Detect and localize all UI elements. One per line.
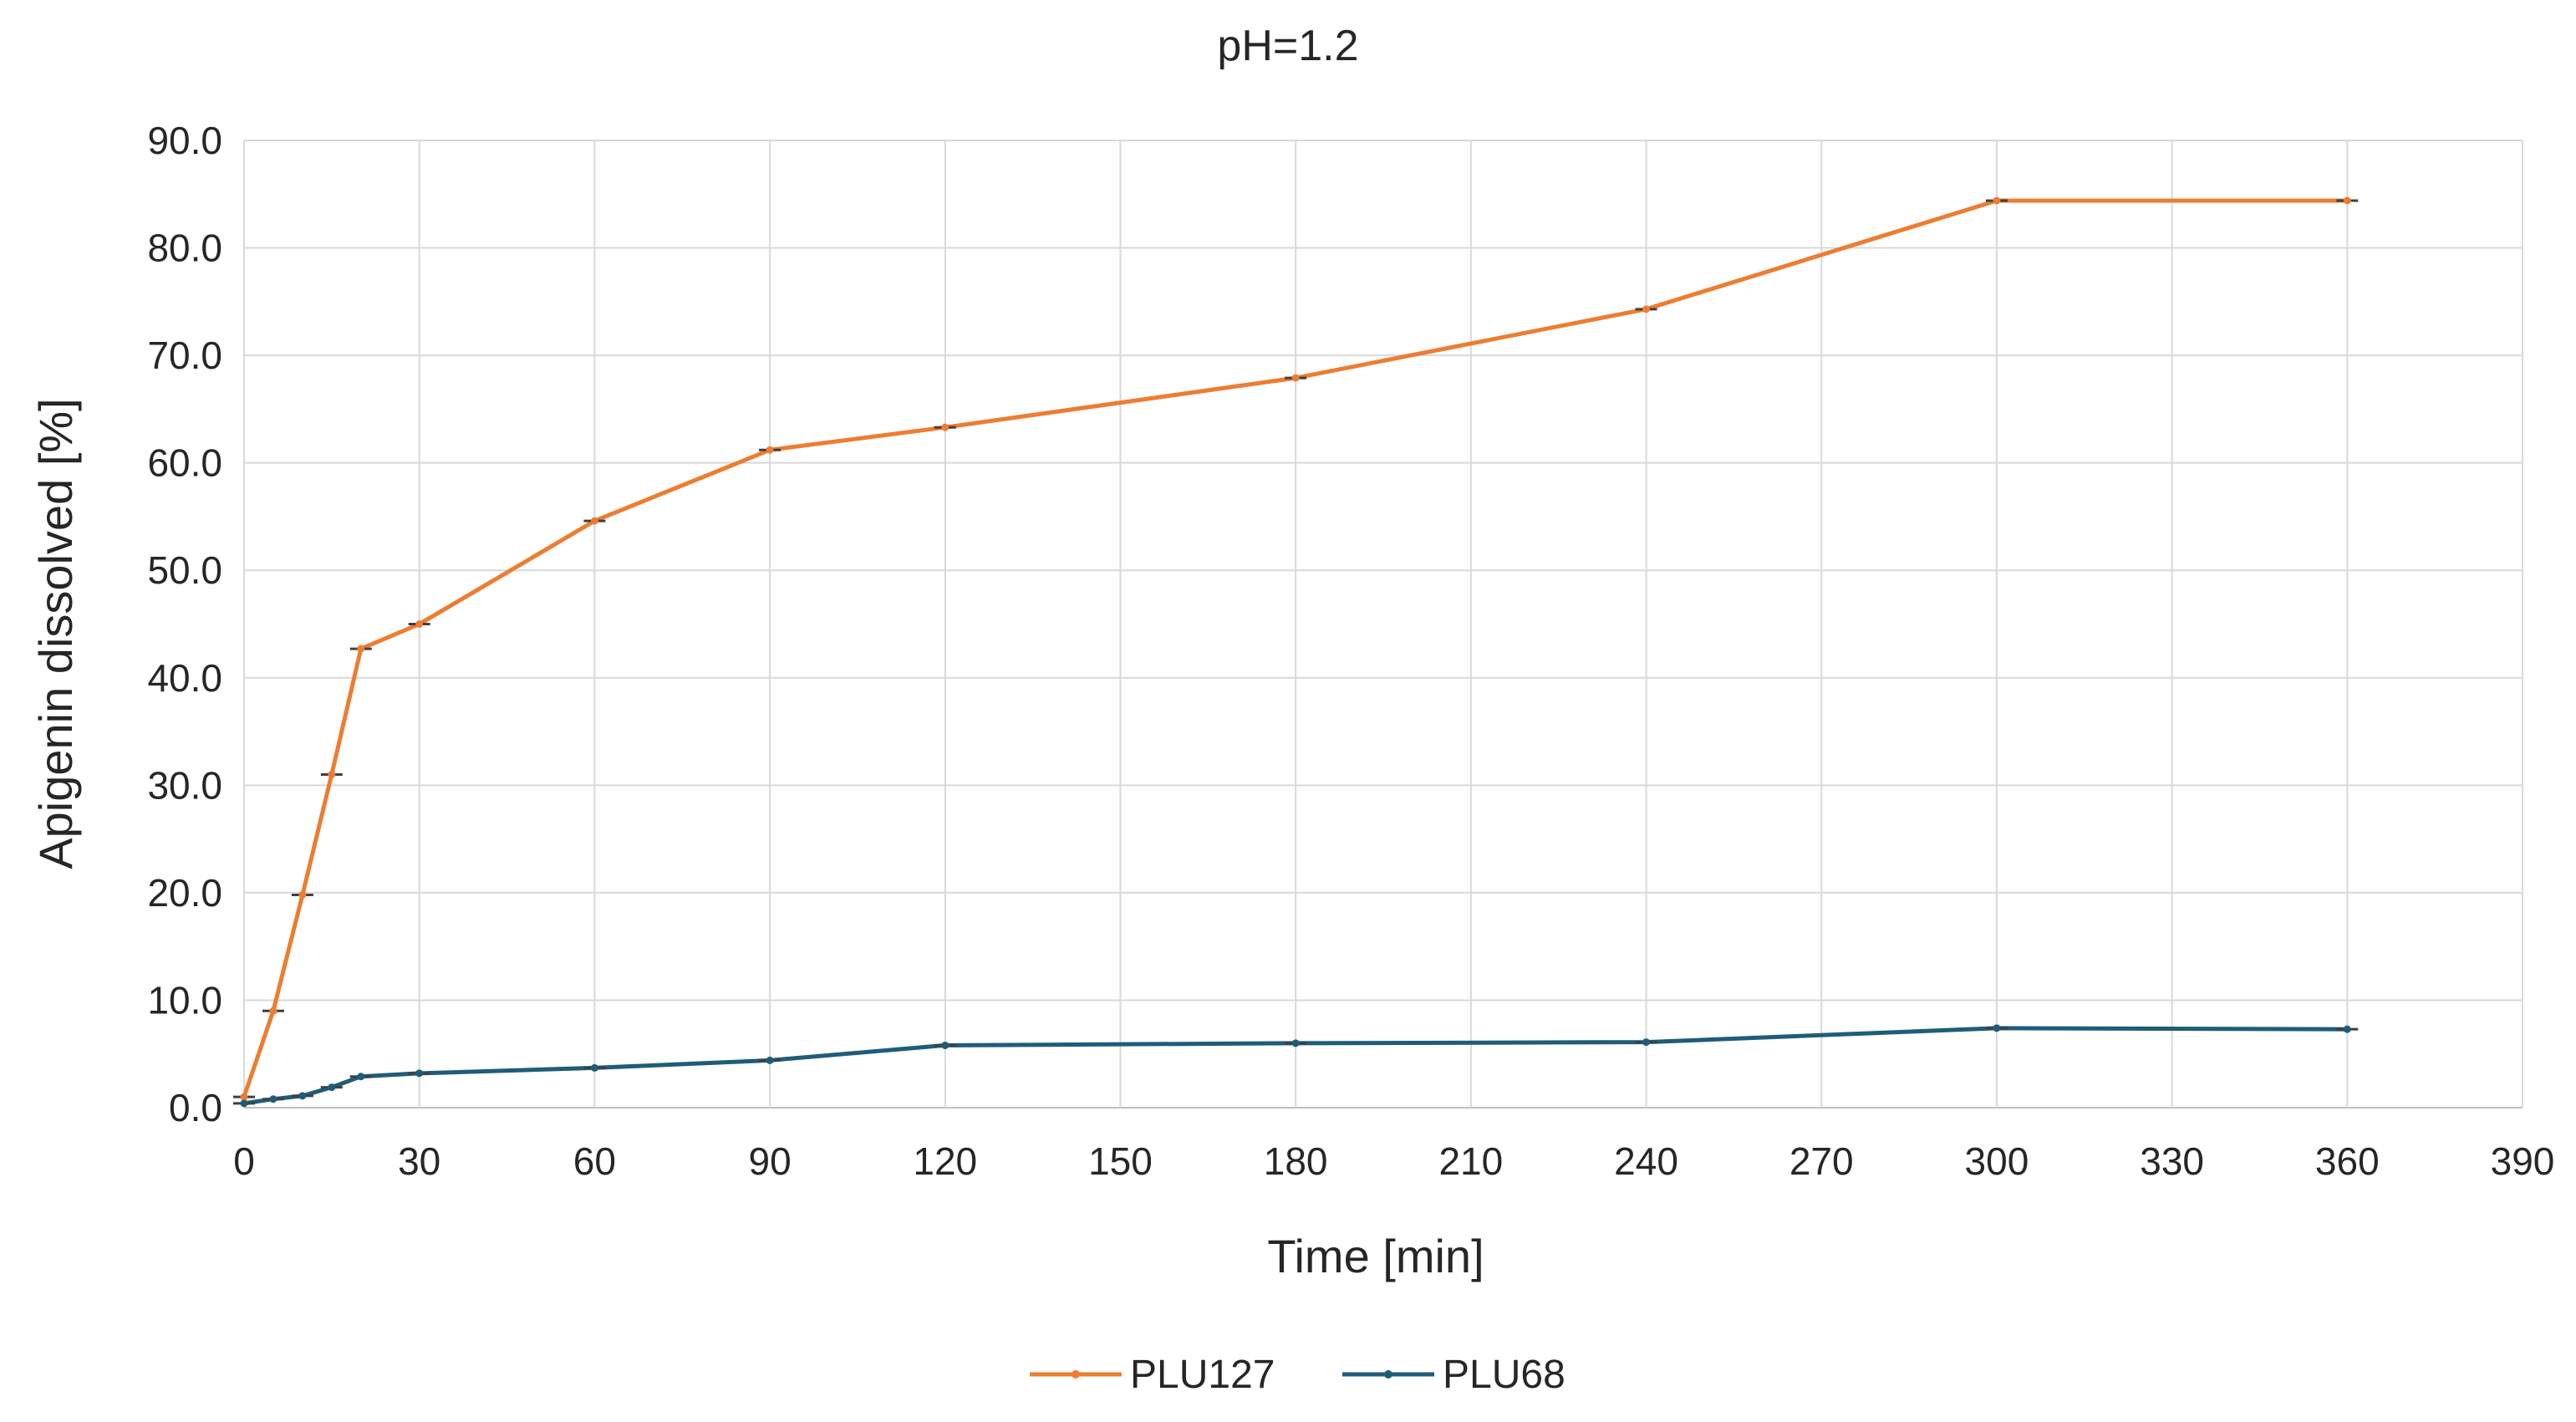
legend-item-plu127: PLU127 <box>1030 1353 1275 1397</box>
data-point <box>415 1069 424 1078</box>
data-point <box>1993 1024 2001 1032</box>
data-point <box>1291 374 1300 382</box>
y-tick-label: 80.0 <box>147 227 222 270</box>
data-point <box>1642 1038 1651 1047</box>
data-point <box>298 1092 307 1100</box>
x-tick-label: 210 <box>1438 1139 1503 1183</box>
y-tick-label: 90.0 <box>147 119 222 162</box>
data-point <box>240 1093 248 1101</box>
data-point <box>590 517 598 525</box>
x-tick-label: 150 <box>1088 1139 1153 1183</box>
legend: PLU127 PLU68 <box>1030 1353 1565 1397</box>
gridlines <box>243 140 2523 1109</box>
data-point <box>590 1063 598 1072</box>
legend-label: PLU68 <box>1443 1353 1565 1397</box>
x-axis-label: Time [min] <box>1267 1230 1484 1282</box>
x-tick-label: 0 <box>233 1139 255 1183</box>
y-tick-label: 50.0 <box>147 548 222 592</box>
x-tick-label: 240 <box>1614 1139 1678 1183</box>
y-axis-label: Apigenin dissolved [%] <box>29 398 82 869</box>
data-point <box>269 1095 277 1103</box>
data-point <box>1291 1039 1300 1047</box>
data-point <box>298 890 307 899</box>
data-point <box>415 620 424 628</box>
y-tick-label: 40.0 <box>147 656 222 700</box>
series-lines <box>233 196 2359 1108</box>
y-tick-label: 30.0 <box>147 763 222 807</box>
tick-labels: 0.0 10.0 20.0 30.0 40.0 50.0 60.0 70.0 80.0 90.0 0… <box>147 119 2554 1183</box>
data-point <box>1993 196 2001 205</box>
x-tick-label: 90 <box>748 1139 791 1183</box>
series-plu68 <box>233 1024 2359 1108</box>
data-point <box>766 446 774 454</box>
x-tick-label: 300 <box>1965 1139 2029 1183</box>
x-tick-label: 390 <box>2491 1139 2555 1183</box>
x-tick-label: 180 <box>1264 1139 1328 1183</box>
legend-item-plu68: PLU68 <box>1342 1353 1565 1397</box>
chart-title: pH=1.2 <box>1217 22 1358 70</box>
data-point <box>941 423 949 431</box>
y-tick-label: 60.0 <box>147 441 222 485</box>
x-tick-label: 270 <box>1789 1139 1854 1183</box>
legend-label: PLU127 <box>1130 1353 1275 1397</box>
data-point <box>941 1041 949 1049</box>
x-tick-label: 60 <box>573 1139 616 1183</box>
data-point <box>1642 305 1651 313</box>
legend-marker <box>1384 1370 1392 1379</box>
series-plu127 <box>233 196 2359 1101</box>
legend-marker <box>1072 1370 1080 1379</box>
x-tick-label: 120 <box>913 1139 977 1183</box>
data-point <box>240 1099 248 1108</box>
data-point <box>766 1056 774 1064</box>
data-point <box>2343 196 2351 205</box>
data-point <box>269 1007 277 1015</box>
data-point <box>357 1073 365 1081</box>
y-tick-label: 10.0 <box>147 978 222 1022</box>
x-tick-label: 360 <box>2315 1139 2380 1183</box>
data-point <box>328 770 336 778</box>
x-tick-label: 30 <box>398 1139 440 1183</box>
x-tick-label: 330 <box>2140 1139 2204 1183</box>
data-point <box>357 645 365 653</box>
y-tick-label: 20.0 <box>147 871 222 915</box>
data-point <box>328 1083 336 1092</box>
y-tick-label: 70.0 <box>147 334 222 377</box>
y-tick-label: 0.0 <box>169 1086 222 1129</box>
data-point <box>2343 1025 2351 1033</box>
